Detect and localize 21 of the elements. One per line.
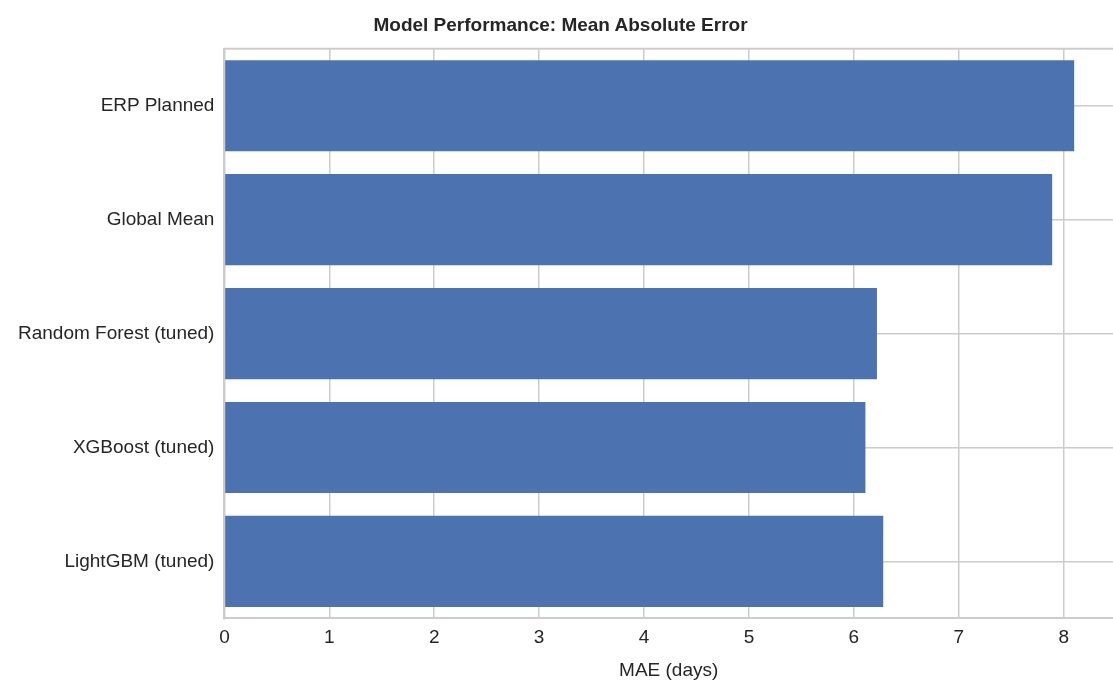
x-tick-label: 3 xyxy=(533,626,545,648)
chart-title: Model Performance: Mean Absolute Error xyxy=(373,13,749,35)
x-tick-label: 6 xyxy=(848,626,860,648)
x-tick-label: 4 xyxy=(638,626,650,648)
y-tick-label: ERP Planned xyxy=(100,93,215,115)
y-tick-label: Random Forest (tuned) xyxy=(18,321,215,343)
bar xyxy=(225,515,884,608)
x-tick-label: 0 xyxy=(219,626,230,648)
y-tick-label: Global Mean xyxy=(106,207,215,229)
bar xyxy=(225,401,866,494)
bar xyxy=(225,288,877,380)
y-tick-label: LightGBM (tuned) xyxy=(64,549,215,571)
y-tick-label: XGBoost (tuned) xyxy=(72,435,215,457)
bar xyxy=(225,60,1075,152)
x-axis-title: MAE (days) xyxy=(619,658,719,680)
x-tick-label: 8 xyxy=(1058,626,1069,648)
bar xyxy=(225,174,1053,266)
x-tick-label: 7 xyxy=(953,626,965,648)
x-tick-label: 1 xyxy=(324,626,335,648)
x-tick-label: 2 xyxy=(428,626,440,648)
x-tick-label: 5 xyxy=(743,626,755,648)
